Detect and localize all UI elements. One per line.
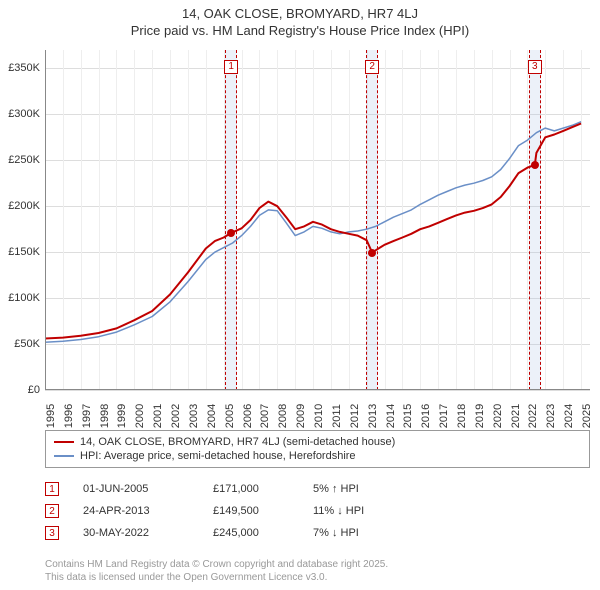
transaction-date: 24-APR-2013	[83, 505, 213, 517]
x-tick-label: 2025	[581, 404, 593, 428]
x-tick-label: 2006	[242, 404, 254, 428]
x-tick-label: 2015	[402, 404, 414, 428]
transaction-price: £149,500	[213, 505, 313, 517]
x-tick-label: 1997	[81, 404, 93, 428]
x-tick-label: 1995	[45, 404, 57, 428]
footer-line-1: Contains HM Land Registry data © Crown c…	[45, 558, 590, 571]
transaction-marker: 1	[45, 482, 59, 496]
x-tick-label: 2009	[295, 404, 307, 428]
legend-row: 14, OAK CLOSE, BROMYARD, HR7 4LJ (semi-d…	[54, 435, 581, 449]
series-line	[45, 122, 581, 343]
x-tick-label: 2004	[206, 404, 218, 428]
footer-line-2: This data is licensed under the Open Gov…	[45, 571, 590, 584]
x-tick-label: 2014	[385, 404, 397, 428]
x-tick-label: 2003	[188, 404, 200, 428]
chart-plot-area: 123 £0£50K£100K£150K£200K£250K£300K£350K…	[45, 50, 590, 390]
chart-legend: 14, OAK CLOSE, BROMYARD, HR7 4LJ (semi-d…	[45, 430, 590, 468]
y-tick-label: £100K	[0, 292, 40, 304]
y-tick-label: £300K	[0, 108, 40, 120]
legend-row: HPI: Average price, semi-detached house,…	[54, 449, 581, 463]
transaction-price: £171,000	[213, 483, 313, 495]
chart-lines	[45, 50, 590, 390]
marker-dot	[531, 161, 539, 169]
y-gridline	[45, 390, 590, 391]
x-axis	[45, 389, 590, 390]
x-tick-label: 2000	[134, 404, 146, 428]
y-tick-label: £0	[0, 384, 40, 396]
attribution-footer: Contains HM Land Registry data © Crown c…	[45, 558, 590, 584]
x-tick-label: 2010	[313, 404, 325, 428]
transaction-marker: 2	[45, 504, 59, 518]
transaction-table: 1 01-JUN-2005£171,0005% ↑ HPI 2 24-APR-2013…	[45, 478, 590, 544]
x-tick-label: 1998	[99, 404, 111, 428]
x-tick-label: 2018	[456, 404, 468, 428]
series-line	[45, 124, 581, 339]
transaction-marker: 3	[45, 526, 59, 540]
x-tick-label: 2013	[367, 404, 379, 428]
transaction-diff: 5% ↑ HPI	[313, 483, 423, 495]
x-tick-label: 2005	[224, 404, 236, 428]
x-tick-label: 2022	[527, 404, 539, 428]
chart-subtitle: Price paid vs. HM Land Registry's House …	[0, 23, 600, 42]
marker-dot	[368, 249, 376, 257]
transaction-date: 30-MAY-2022	[83, 527, 213, 539]
x-tick-label: 2021	[510, 404, 522, 428]
y-axis	[45, 50, 46, 390]
x-tick-label: 2002	[170, 404, 182, 428]
x-tick-label: 1999	[116, 404, 128, 428]
x-tick-label: 2007	[259, 404, 271, 428]
transaction-row: 2 24-APR-2013£149,50011% ↓ HPI	[45, 500, 590, 522]
x-tick-label: 2011	[331, 404, 343, 428]
x-tick-label: 2023	[545, 404, 557, 428]
transaction-price: £245,000	[213, 527, 313, 539]
y-tick-label: £250K	[0, 154, 40, 166]
legend-label: HPI: Average price, semi-detached house,…	[80, 450, 356, 462]
transaction-row: 1 01-JUN-2005£171,0005% ↑ HPI	[45, 478, 590, 500]
x-tick-label: 2017	[438, 404, 450, 428]
transaction-diff: 11% ↓ HPI	[313, 505, 423, 517]
y-tick-label: £350K	[0, 62, 40, 74]
x-tick-label: 2012	[349, 404, 361, 428]
x-tick-label: 1996	[63, 404, 75, 428]
y-tick-label: £150K	[0, 246, 40, 258]
transaction-diff: 7% ↓ HPI	[313, 527, 423, 539]
x-tick-label: 2008	[277, 404, 289, 428]
x-tick-label: 2020	[492, 404, 504, 428]
x-tick-label: 2016	[420, 404, 432, 428]
x-tick-label: 2024	[563, 404, 575, 428]
chart-title: 14, OAK CLOSE, BROMYARD, HR7 4LJ	[0, 0, 600, 23]
y-tick-label: £50K	[0, 338, 40, 350]
legend-swatch	[54, 455, 74, 457]
x-tick-label: 2001	[152, 404, 164, 428]
transaction-row: 3 30-MAY-2022£245,0007% ↓ HPI	[45, 522, 590, 544]
marker-dot	[227, 229, 235, 237]
legend-label: 14, OAK CLOSE, BROMYARD, HR7 4LJ (semi-d…	[80, 436, 395, 448]
y-tick-label: £200K	[0, 200, 40, 212]
x-tick-label: 2019	[474, 404, 486, 428]
legend-swatch	[54, 441, 74, 443]
transaction-date: 01-JUN-2005	[83, 483, 213, 495]
